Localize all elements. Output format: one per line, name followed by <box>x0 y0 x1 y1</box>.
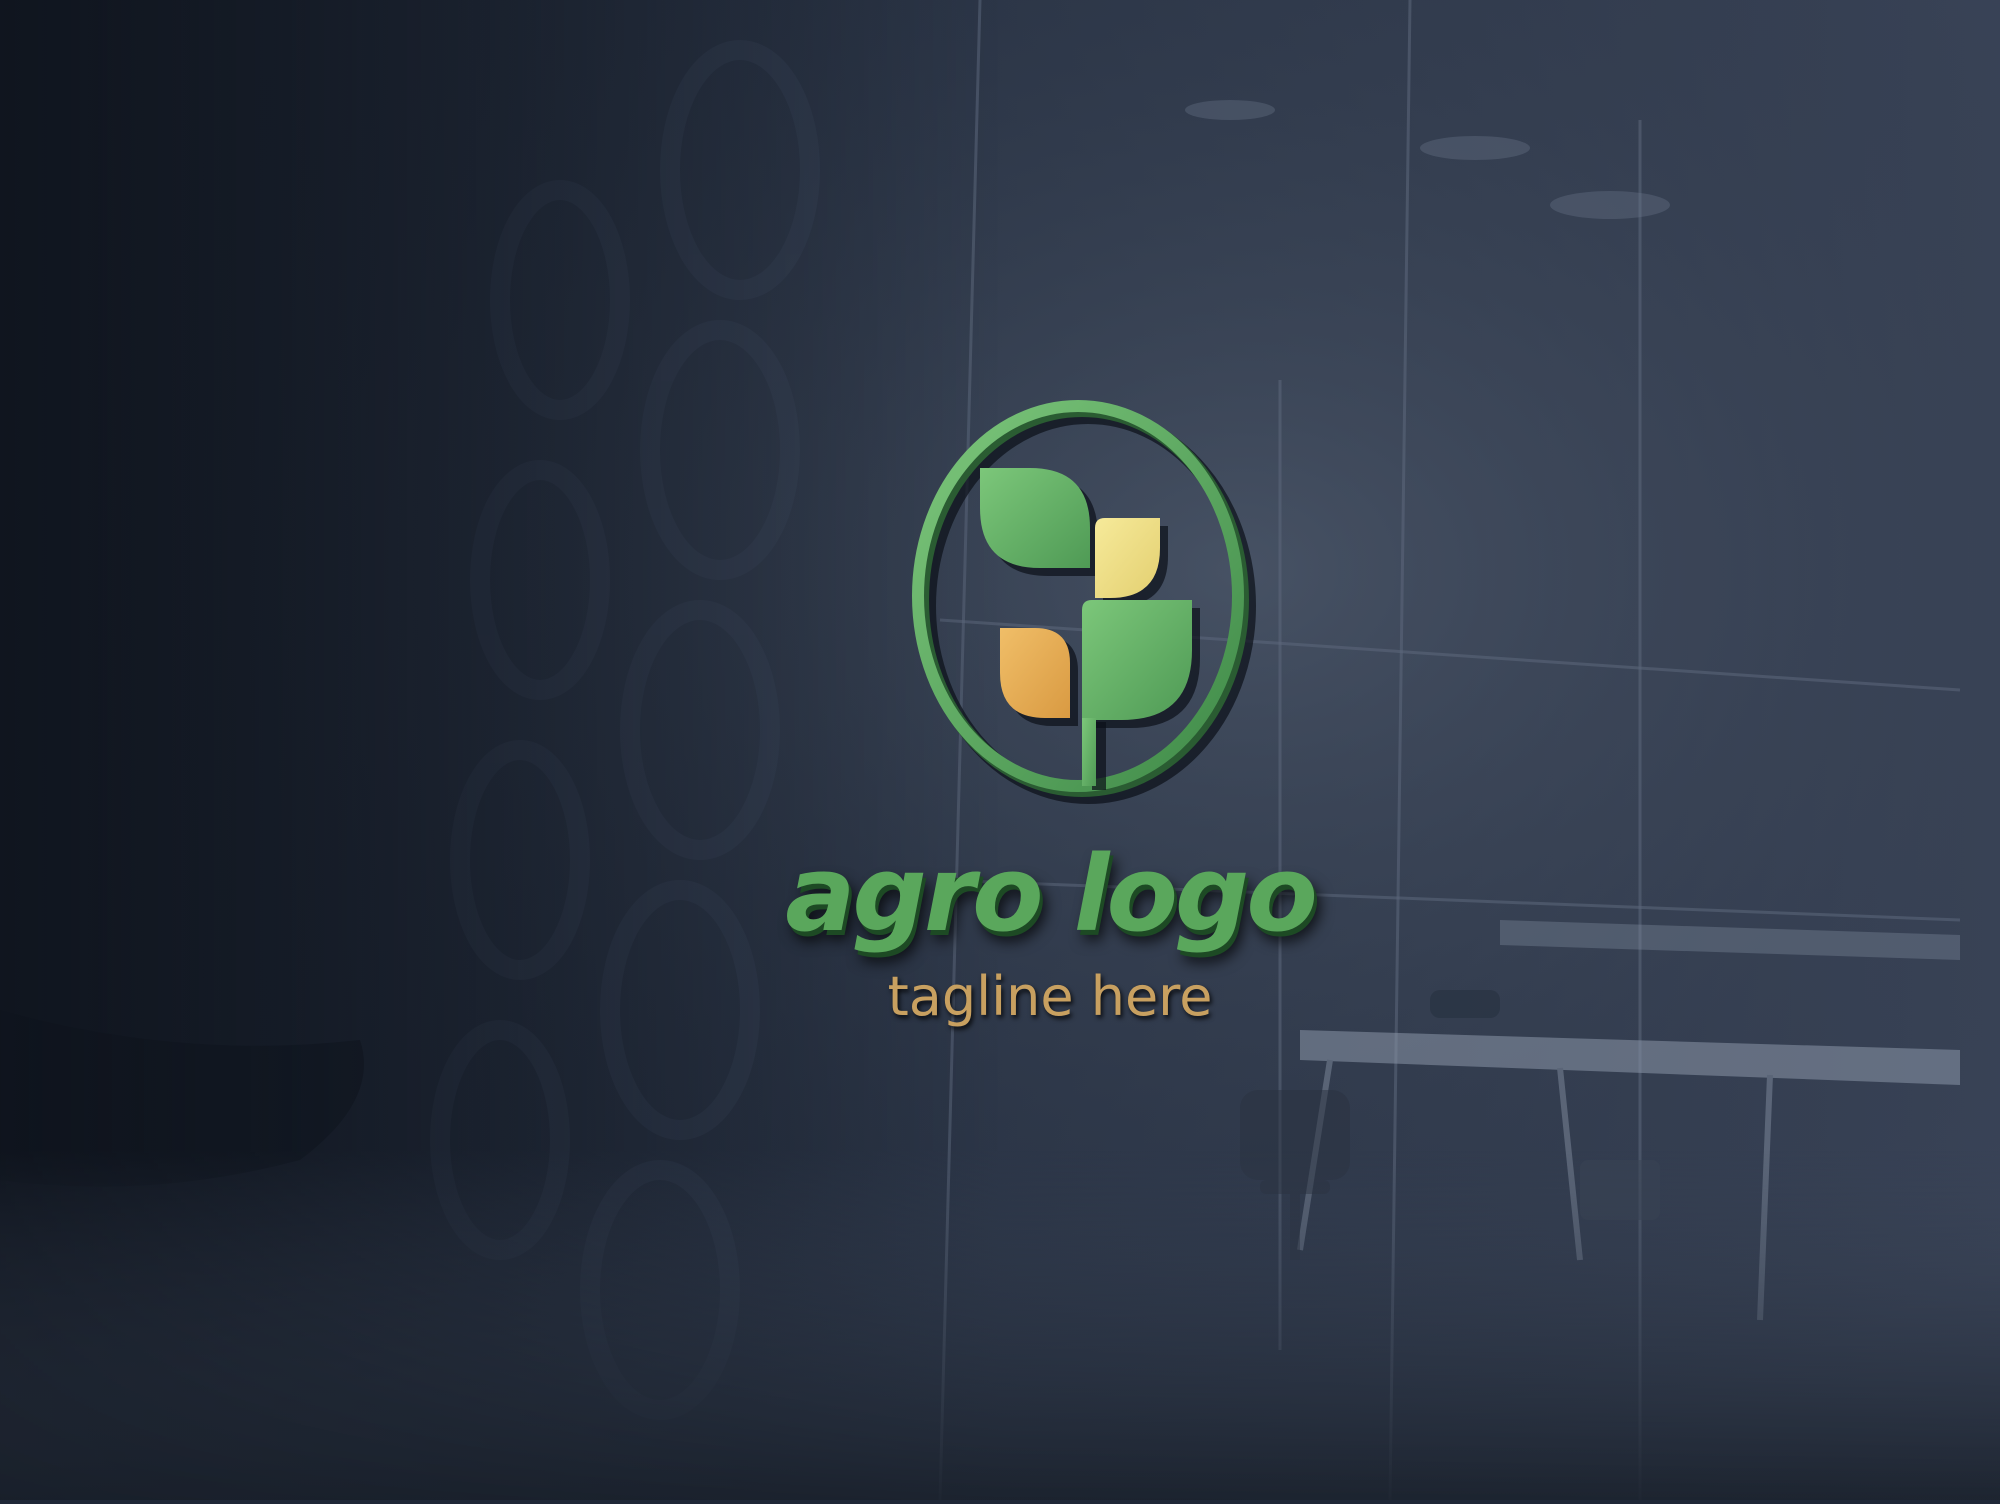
stem <box>1082 718 1096 786</box>
emblem-ring <box>912 400 1244 792</box>
leaf-bottom-left <box>1000 628 1070 718</box>
tagline: tagline here <box>887 965 1213 1028</box>
leaf-bottom-right <box>1082 600 1192 720</box>
leaf-top-right <box>1095 518 1160 598</box>
brand-name: agro logo <box>785 833 1318 955</box>
leaf-top-left <box>980 468 1090 568</box>
